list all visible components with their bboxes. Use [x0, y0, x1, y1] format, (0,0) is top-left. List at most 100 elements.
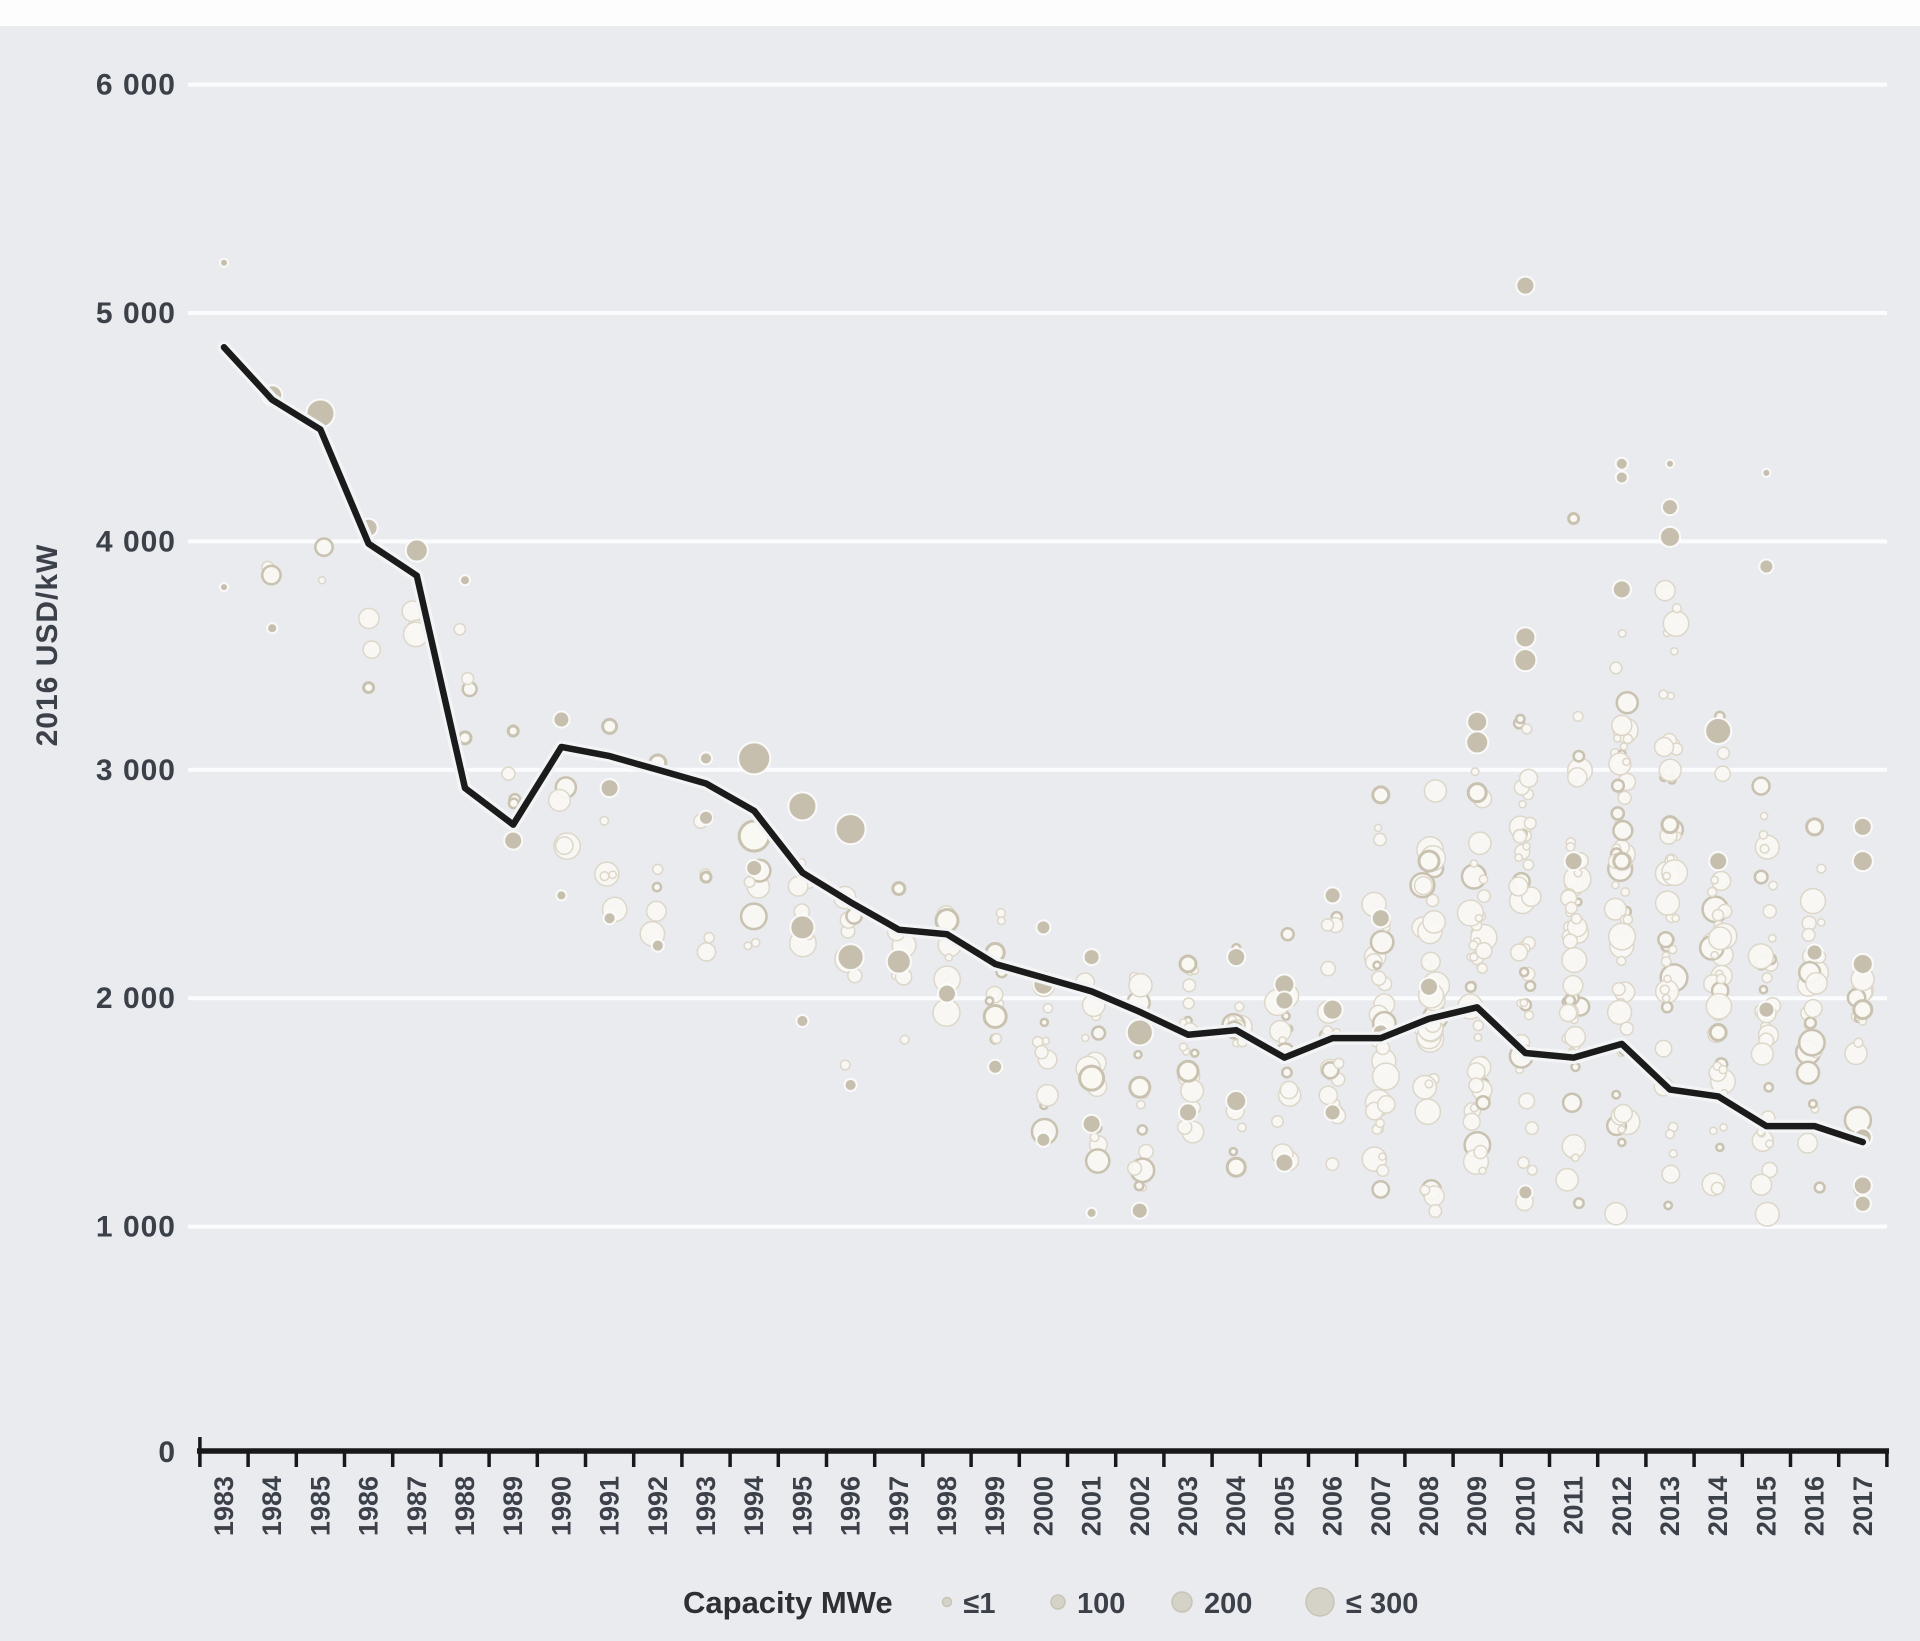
capacity-bubble [1750, 1042, 1774, 1066]
capacity-bubble [1133, 1049, 1143, 1060]
capacity-bubble [990, 1032, 1003, 1045]
capacity-bubble [1611, 714, 1633, 737]
capacity-bubble [1225, 1156, 1247, 1178]
capacity-bubble [1661, 498, 1679, 517]
x-tick-label: 2014 [1703, 1476, 1733, 1536]
capacity-bubble [1767, 933, 1777, 943]
capacity-bubble [1082, 948, 1101, 967]
x-tick-label: 1997 [884, 1476, 914, 1536]
capacity-bubble [1372, 960, 1382, 971]
capacity-bubble [1654, 579, 1676, 602]
capacity-bubble [1465, 730, 1490, 755]
x-tick-label: 2009 [1462, 1476, 1492, 1536]
capacity-bubble [1622, 914, 1634, 925]
capacity-bubble [1280, 1066, 1293, 1079]
x-tick-label: 1985 [305, 1476, 335, 1536]
capacity-bubble [1661, 1164, 1681, 1184]
capacity-bubble [1323, 886, 1342, 905]
capacity-bubble [1428, 1204, 1443, 1219]
capacity-bubble [1413, 876, 1434, 896]
x-tick-label: 2013 [1655, 1476, 1685, 1536]
capacity-bubble [1561, 1092, 1583, 1113]
capacity-bubble [1852, 816, 1873, 837]
capacity-bubble [1622, 757, 1631, 767]
capacity-bubble [1478, 1166, 1487, 1176]
capacity-bubble [314, 537, 334, 558]
capacity-bubble [1622, 733, 1634, 745]
capacity-bubble [1759, 811, 1769, 821]
capacity-bubble [1661, 993, 1671, 1003]
capacity-bubble [1801, 927, 1816, 943]
capacity-bubble [1042, 1002, 1054, 1014]
capacity-bubble [703, 931, 716, 944]
capacity-bubble [1617, 790, 1632, 806]
capacity-bubble [1665, 458, 1675, 469]
capacity-bubble [698, 809, 714, 826]
x-tick-label: 1999 [980, 1476, 1010, 1536]
capacity-bubble [1558, 1003, 1578, 1023]
capacity-bubble [1716, 746, 1731, 760]
capacity-bubble [1318, 1085, 1339, 1106]
x-tick-label: 1992 [643, 1476, 673, 1536]
capacity-bubble [1751, 776, 1771, 796]
capacity-bubble [1572, 749, 1586, 763]
x-tick-label: 1983 [209, 1476, 239, 1536]
capacity-bubble [834, 813, 867, 846]
capacity-bubble [1371, 785, 1391, 805]
y-tick-label: 6 000 [96, 69, 176, 102]
capacity-bubble [1570, 912, 1583, 925]
capacity-bubble [651, 863, 664, 876]
capacity-bubble [739, 902, 768, 931]
capacity-bubble [1178, 1042, 1188, 1052]
capacity-bubble [1475, 1095, 1491, 1111]
capacity-bubble [1128, 973, 1153, 998]
capacity-bubble [1475, 942, 1493, 960]
capacity-bubble [1467, 831, 1492, 856]
capacity-bubble [1034, 1045, 1049, 1060]
capacity-bubble [1619, 742, 1629, 751]
capacity-bubble [1607, 922, 1637, 951]
capacity-bubble [362, 681, 376, 695]
capacity-bubble [1757, 1000, 1776, 1019]
top-margin-band [0, 0, 1920, 26]
capacity-bubble [1851, 850, 1874, 873]
capacity-bubble [1473, 1144, 1488, 1160]
capacity-bubble [745, 859, 764, 878]
capacity-bubble [1617, 1125, 1626, 1134]
capacity-bubble [1807, 1098, 1818, 1109]
x-tick-label: 2000 [1028, 1476, 1058, 1536]
capacity-bubble [1853, 1194, 1872, 1213]
capacity-bubble [1754, 1201, 1780, 1227]
capacity-bubble [885, 948, 912, 975]
x-tick-label: 1998 [932, 1476, 962, 1536]
capacity-bubble [1805, 943, 1824, 962]
capacity-bubble [1226, 947, 1247, 968]
capacity-bubble [1518, 799, 1527, 809]
capacity-bubble [1518, 966, 1530, 978]
capacity-bubble [1178, 954, 1198, 974]
capacity-bubble [362, 640, 382, 660]
capacity-bubble [1612, 734, 1622, 743]
legend-item-label: 100 [1077, 1588, 1125, 1620]
capacity-bubble [1660, 956, 1672, 968]
capacity-bubble [219, 257, 229, 268]
capacity-bubble [1667, 944, 1678, 955]
capacity-bubble [1320, 960, 1336, 977]
capacity-bubble [1320, 918, 1335, 932]
x-tick-label: 1991 [595, 1476, 625, 1536]
capacity-bubble [1470, 767, 1480, 777]
x-tick-label: 2010 [1510, 1476, 1540, 1536]
capacity-bubble [1671, 913, 1681, 923]
capacity-bubble [1654, 1039, 1673, 1058]
capacity-bubble [1422, 909, 1446, 934]
capacity-bubble [743, 941, 753, 951]
capacity-bubble [1803, 1016, 1818, 1030]
y-tick-label: 3 000 [96, 754, 176, 787]
capacity-bubble [1419, 1184, 1431, 1196]
capacity-bubble [1412, 1074, 1438, 1100]
x-tick-label: 1984 [257, 1476, 287, 1536]
capacity-bubble [555, 889, 568, 902]
capacity-bubble [1462, 1112, 1481, 1131]
capacity-bubble [554, 836, 574, 856]
capacity-bubble [1420, 951, 1441, 972]
